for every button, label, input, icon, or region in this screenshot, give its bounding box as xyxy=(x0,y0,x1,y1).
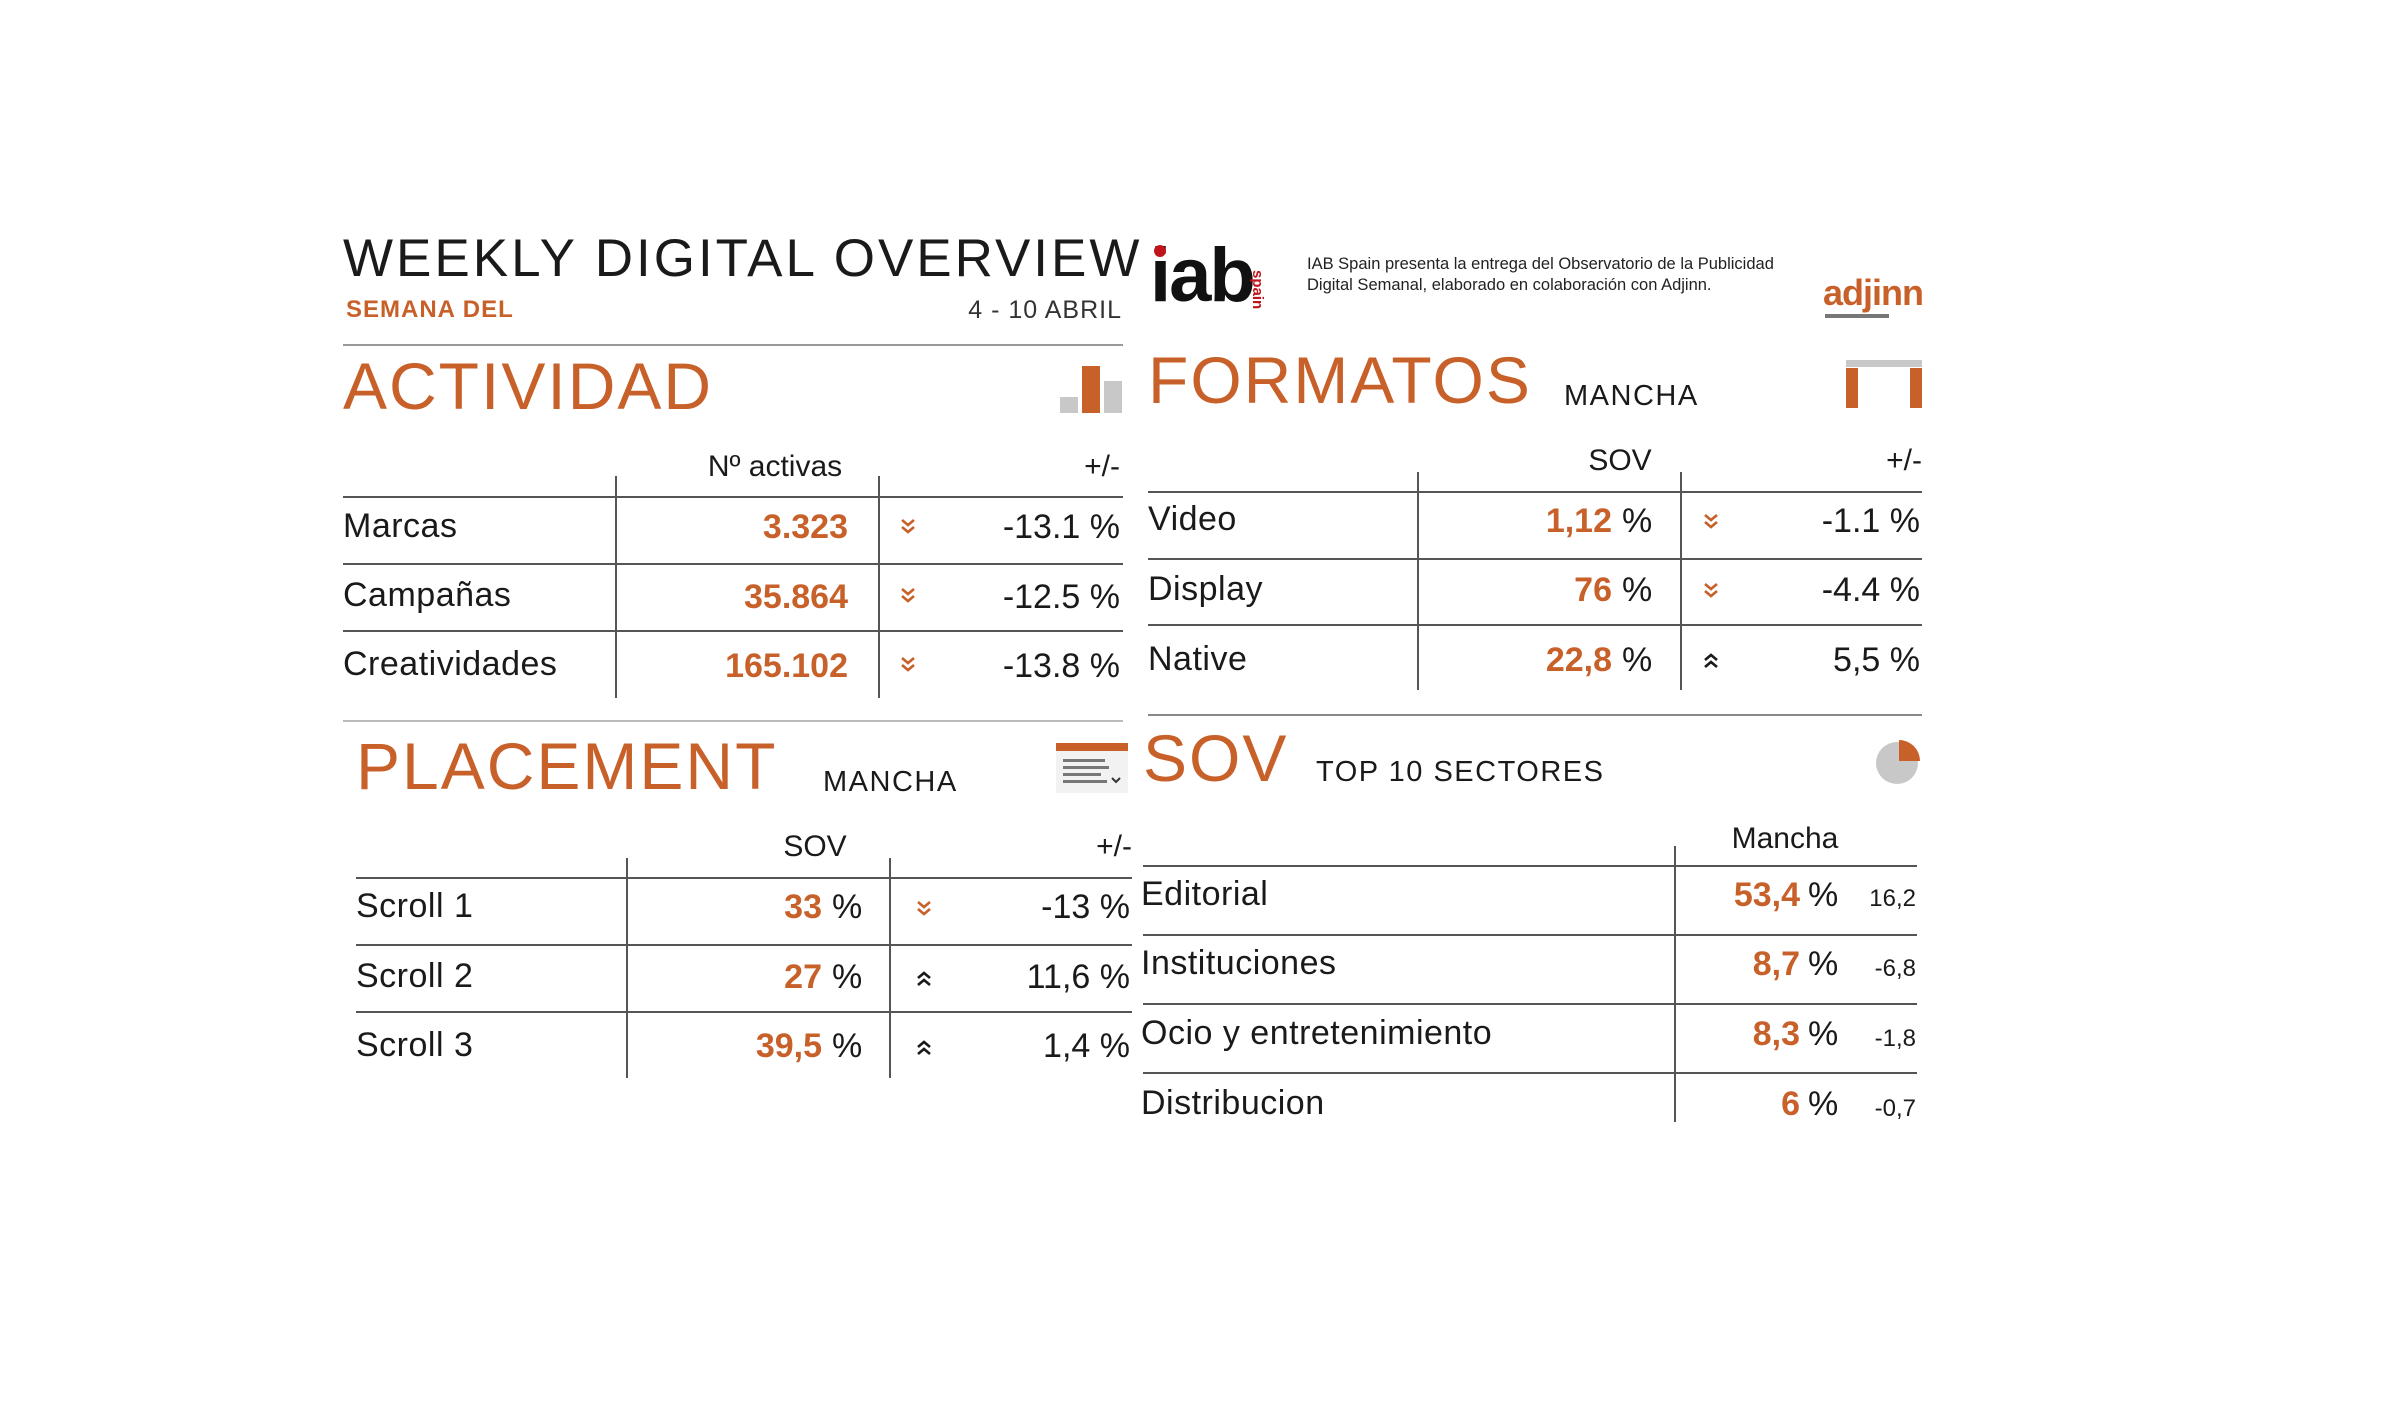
formatos-title: FORMATOS xyxy=(1148,343,1532,417)
iab-description: IAB Spain presenta la entrega del Observ… xyxy=(1307,255,1774,294)
actividad-value-campanas: 35.864 xyxy=(744,578,848,616)
placement-unit-scroll3: % xyxy=(832,1027,863,1065)
formatos-change-display: -4.4 % xyxy=(1821,571,1920,609)
sov-label-instituciones: Instituciones xyxy=(1141,944,1337,982)
header-divider xyxy=(343,344,1123,346)
chevron-double-down-icon xyxy=(1700,510,1722,532)
actividad-label-creatividades: Creatividades xyxy=(343,645,558,683)
sov-unit-editorial: % xyxy=(1808,876,1839,914)
placement-label-scroll1: Scroll 1 xyxy=(356,887,474,925)
placement-title: PLACEMENT xyxy=(356,729,778,803)
placement-unit-scroll2: % xyxy=(832,958,863,996)
actividad-title: ACTIVIDAD xyxy=(343,349,714,423)
actividad-label-marcas: Marcas xyxy=(343,507,458,545)
actividad-col-value: Nº activas xyxy=(707,450,843,483)
placement-value-scroll1: 33 xyxy=(784,888,822,926)
page-title: WEEKLY DIGITAL OVERVIEW xyxy=(343,229,1143,288)
actividad-value-marcas: 3.323 xyxy=(762,508,848,546)
formatos-label-video: Video xyxy=(1148,500,1237,538)
actividad-change-marcas: -13.1 % xyxy=(1002,508,1120,546)
section-divider xyxy=(1148,714,1922,716)
actividad-change-campanas: -12.5 % xyxy=(1002,578,1120,616)
formatos-label-display: Display xyxy=(1148,570,1263,608)
iab-logo-dot xyxy=(1154,245,1166,257)
sov-label-editorial: Editorial xyxy=(1141,875,1269,913)
chevron-double-down-icon xyxy=(897,584,919,606)
sov-col-value: Mancha xyxy=(1731,822,1839,855)
placement-subtitle: MANCHA xyxy=(823,766,958,798)
sov-unit-ocio: % xyxy=(1808,1015,1839,1053)
placement-change-scroll3: 1,4 % xyxy=(1043,1027,1130,1065)
placement-col-value: SOV xyxy=(783,830,847,863)
actividad-label-campanas: Campañas xyxy=(343,576,512,614)
bar-chart-icon xyxy=(1060,363,1122,413)
sov-value-ocio: 8,3 xyxy=(1752,1015,1800,1053)
pie-chart-icon xyxy=(1874,740,1920,786)
section-divider xyxy=(343,720,1123,722)
chevron-double-down-icon xyxy=(897,653,919,675)
sov-title: SOV xyxy=(1143,721,1289,795)
actividad-change-creatividades: -13.8 % xyxy=(1002,647,1120,685)
date-range: 4 - 10 ABRIL xyxy=(968,296,1122,324)
formatos-col-change: +/- xyxy=(1886,444,1922,477)
chevron-double-down-icon xyxy=(1700,579,1722,601)
sov-subtitle: TOP 10 SECTORES xyxy=(1316,756,1605,788)
actividad-col-change: +/- xyxy=(1084,450,1120,483)
chevron-double-up-icon xyxy=(1700,650,1722,672)
placement-change-scroll2: 11,6 % xyxy=(1026,958,1130,996)
sov-unit-distribucion: % xyxy=(1808,1085,1839,1123)
formatos-subtitle: MANCHA xyxy=(1564,380,1699,412)
adjinn-logo-text: adjinn xyxy=(1823,272,1924,313)
formatos-label-native: Native xyxy=(1148,640,1248,678)
adjinn-logo: adjinn xyxy=(1823,272,1924,318)
sov-value-instituciones: 8,7 xyxy=(1752,945,1800,983)
placement-value-scroll2: 27 xyxy=(784,958,822,996)
formatos-col-value: SOV xyxy=(1588,444,1652,477)
formatos-unit-display: % xyxy=(1622,571,1653,609)
sov-value-distribucion: 6 xyxy=(1781,1085,1800,1123)
format-frame-icon xyxy=(1846,360,1922,408)
sov-label-distribucion: Distribucion xyxy=(1141,1084,1325,1122)
placement-change-scroll1: -13 % xyxy=(1041,888,1130,926)
page-scroll-icon xyxy=(1056,743,1128,793)
iab-logo: iab spain xyxy=(1150,233,1290,318)
chevron-double-up-icon xyxy=(913,1037,935,1059)
placement-label-scroll2: Scroll 2 xyxy=(356,957,474,995)
formatos-value-native: 22,8 xyxy=(1545,641,1612,679)
sov-unit-instituciones: % xyxy=(1808,945,1839,983)
formatos-change-video: -1.1 % xyxy=(1821,502,1920,540)
actividad-value-creatividades: 165.102 xyxy=(725,647,848,685)
sov-change-editorial: 16,2 xyxy=(1869,885,1916,912)
placement-value-scroll3: 39,5 xyxy=(755,1027,822,1065)
formatos-unit-native: % xyxy=(1622,641,1653,679)
sov-change-distribucion: -0,7 xyxy=(1874,1095,1916,1122)
placement-label-scroll3: Scroll 3 xyxy=(356,1026,474,1064)
formatos-change-native: 5,5 % xyxy=(1833,641,1920,679)
formatos-value-video: 1,12 xyxy=(1545,502,1612,540)
formatos-unit-video: % xyxy=(1622,502,1653,540)
iab-logo-text: iab xyxy=(1150,233,1256,318)
iab-logo-sub: spain xyxy=(1249,270,1266,310)
placement-unit-scroll1: % xyxy=(832,888,863,926)
sov-label-ocio: Ocio y entretenimiento xyxy=(1141,1014,1493,1052)
chevron-double-down-icon xyxy=(897,515,919,537)
chevron-double-down-icon xyxy=(913,897,935,919)
placement-col-change: +/- xyxy=(1096,830,1132,863)
week-label: SEMANA DEL xyxy=(346,296,514,323)
sov-change-ocio: -1,8 xyxy=(1874,1025,1916,1052)
sov-value-editorial: 53,4 xyxy=(1733,876,1800,914)
chevron-double-up-icon xyxy=(913,968,935,990)
formatos-value-display: 76 xyxy=(1574,571,1612,609)
sov-change-instituciones: -6,8 xyxy=(1874,955,1916,982)
